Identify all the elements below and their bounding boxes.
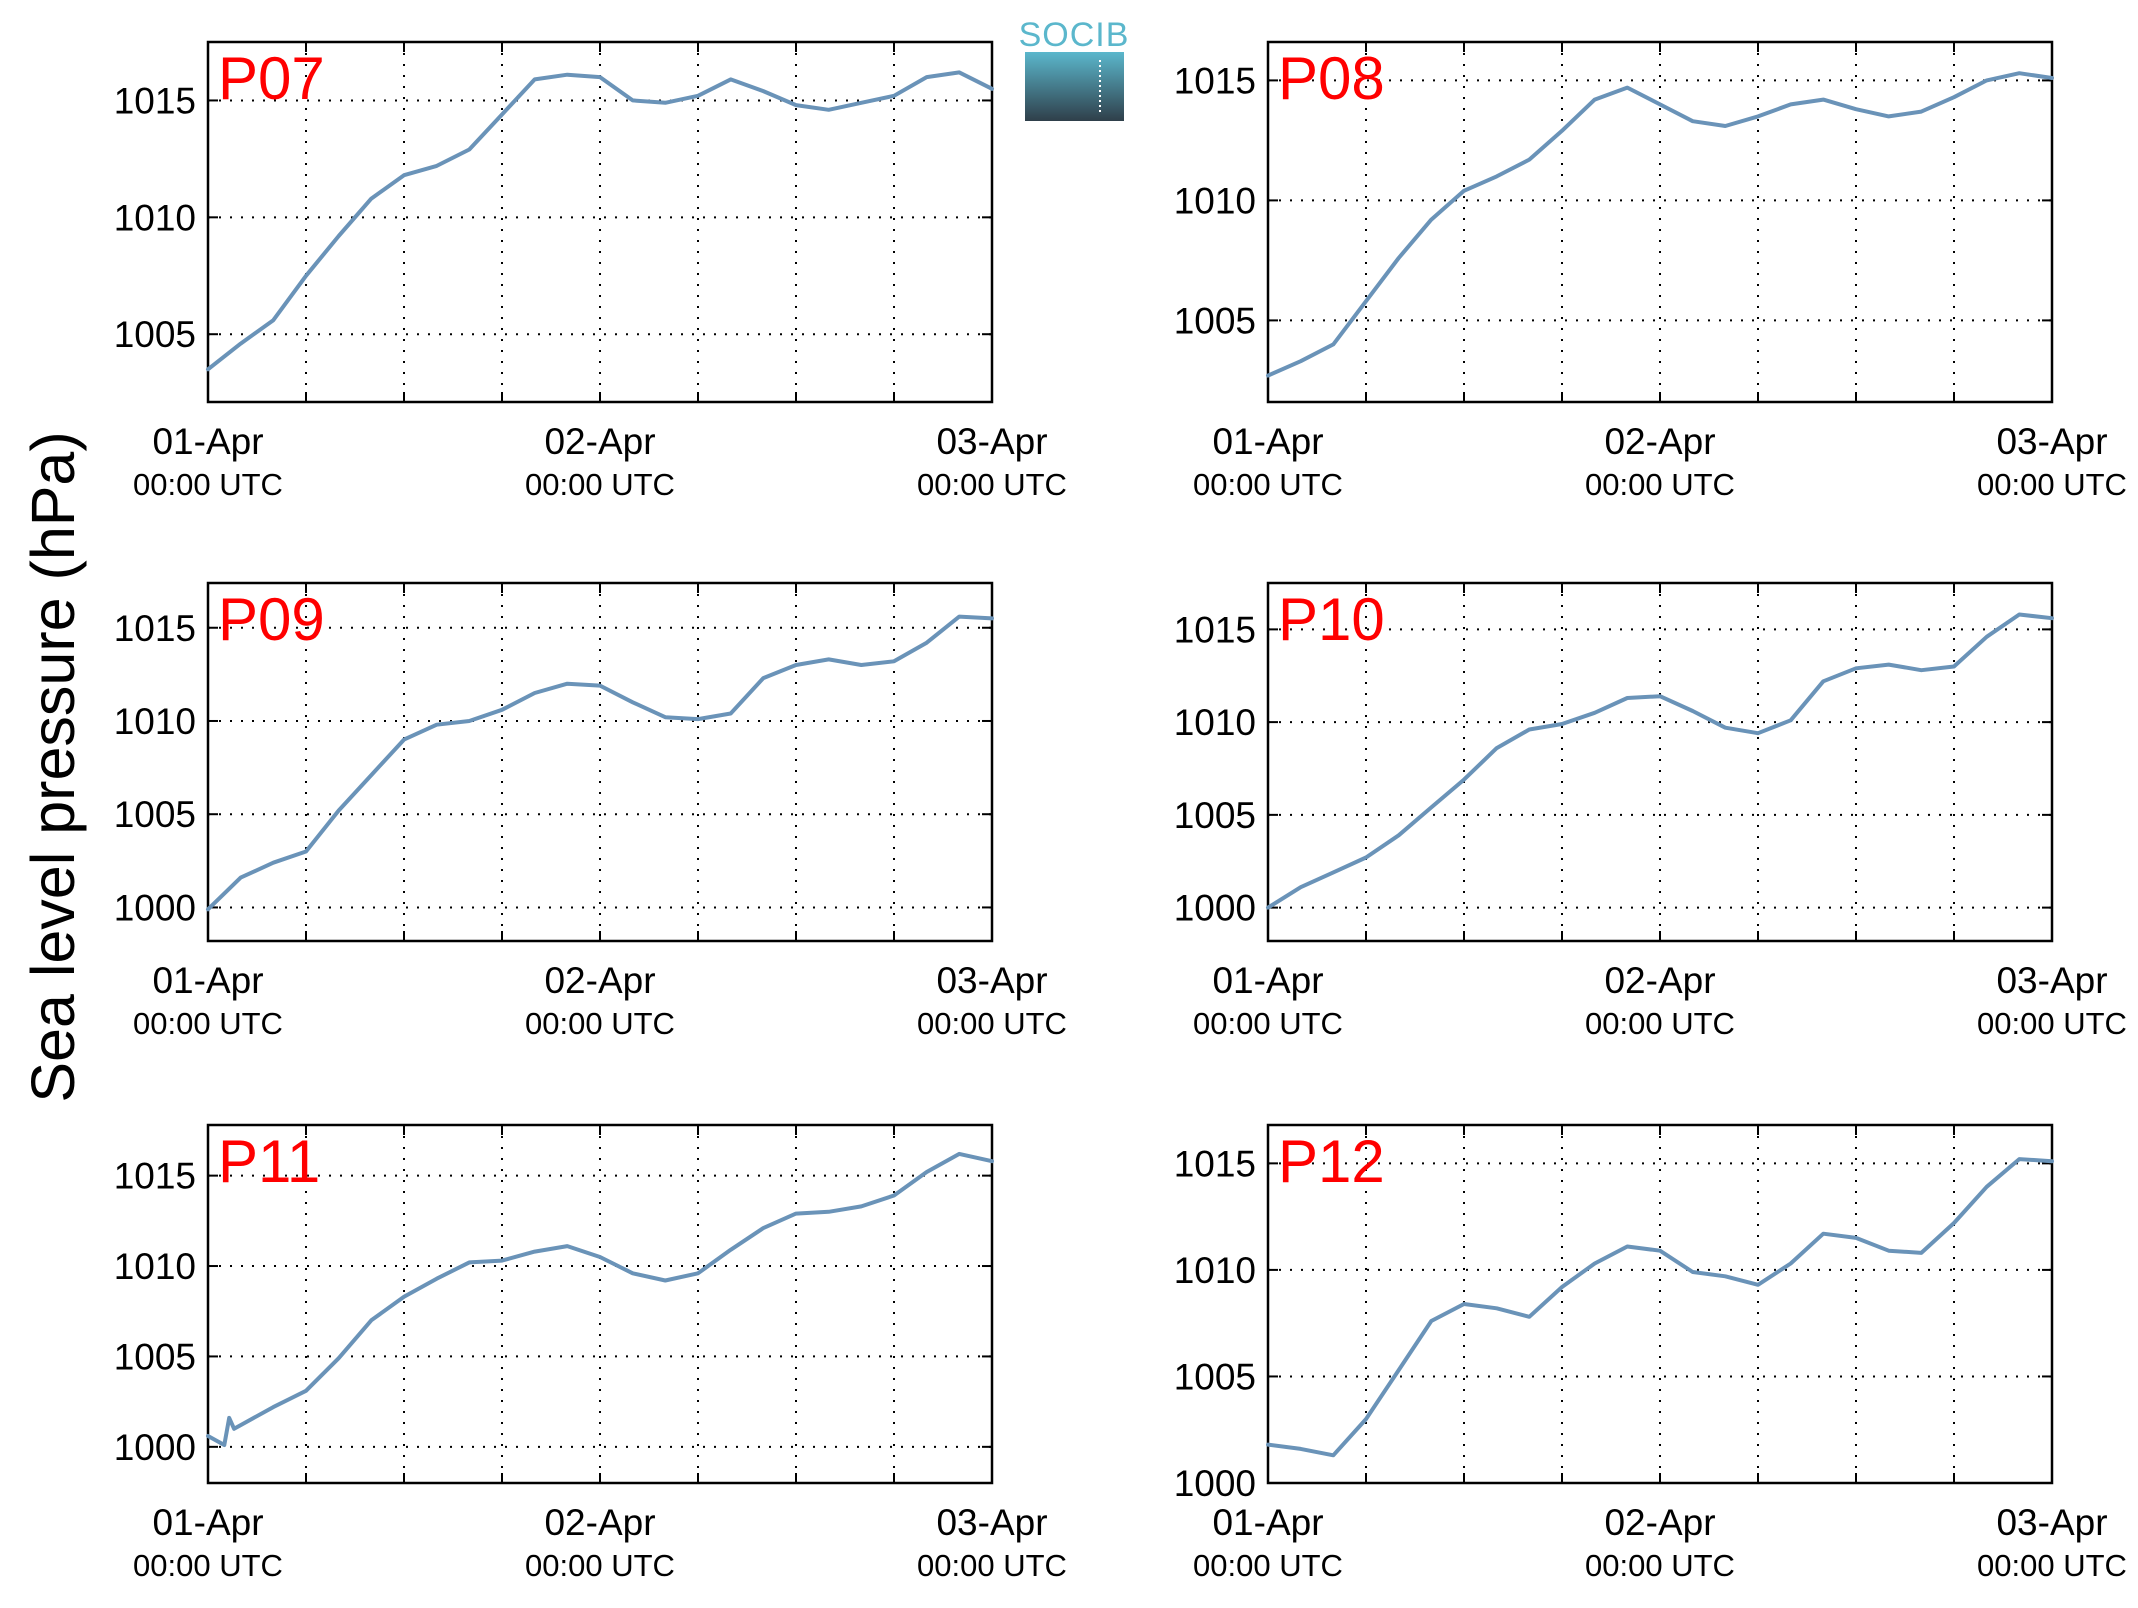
panel-title: P07	[218, 45, 325, 112]
x-tick-sublabel: 00:00 UTC	[1193, 1006, 1343, 1041]
panel-p11: 1000 1005 1010 1015 01-Apr 00:00 UTC 02-Apr 00:…	[114, 1123, 1067, 1583]
panels: 1005 1010 1015 01-Apr 00:00 UTC 02-Apr 00:00 U…	[114, 40, 2127, 1583]
series-line	[206, 70, 994, 372]
x-tick-sublabel: 00:00 UTC	[525, 1006, 675, 1041]
x-tick-label: 03-Apr	[1996, 1502, 2107, 1543]
panel-title: P12	[1278, 1128, 1385, 1195]
x-tick-label: 01-Apr	[152, 960, 263, 1001]
y-tick-label: 1000	[114, 887, 196, 928]
series-line	[206, 1151, 994, 1447]
panel-title: P09	[218, 586, 325, 653]
x-tick-sublabel: 00:00 UTC	[525, 1548, 675, 1583]
panel-p08: 1005 1010 1015 01-Apr 00:00 UTC 02-Apr 00:00 U…	[1174, 40, 2127, 502]
plot-frame	[1266, 1123, 2054, 1485]
panel-title: P08	[1278, 45, 1385, 112]
y-tick-label: 1000	[114, 1427, 196, 1468]
x-tick-sublabel: 00:00 UTC	[917, 1548, 1067, 1583]
y-tick-label: 1005	[1174, 1356, 1256, 1397]
x-tick-sublabel: 00:00 UTC	[133, 1548, 283, 1583]
panel-p10: 1000 1005 1010 1015 01-Apr 00:00 UTC 02-Apr 00:…	[1174, 581, 2127, 1041]
socib-logo: SOCIB	[1019, 16, 1130, 121]
x-tick-sublabel: 00:00 UTC	[133, 1006, 283, 1041]
x-tick-sublabel: 00:00 UTC	[1977, 467, 2127, 502]
plot-frame	[206, 1123, 994, 1485]
y-tick-label: 1015	[1174, 609, 1256, 650]
series-line	[206, 614, 994, 912]
x-tick-sublabel: 00:00 UTC	[1977, 1548, 2127, 1583]
logo-text: SOCIB	[1019, 16, 1130, 54]
plot-frame	[1266, 581, 2054, 943]
x-tick-label: 02-Apr	[1604, 960, 1715, 1001]
x-tick-label: 03-Apr	[936, 421, 1047, 462]
x-tick-label: 01-Apr	[152, 421, 263, 462]
y-tick-label: 1005	[114, 794, 196, 835]
x-tick-sublabel: 00:00 UTC	[917, 467, 1067, 502]
y-tick-label: 1015	[1174, 60, 1256, 101]
x-tick-sublabel: 00:00 UTC	[1585, 467, 1735, 502]
x-tick-label: 01-Apr	[1212, 1502, 1323, 1543]
series-line	[1266, 71, 2054, 378]
panel-p09: 1000 1005 1010 1015 01-Apr 00:00 UTC 02-Apr 00:…	[114, 581, 1067, 1041]
y-tick-label: 1000	[1174, 1463, 1256, 1504]
x-tick-sublabel: 00:00 UTC	[1585, 1006, 1735, 1041]
x-tick-sublabel: 00:00 UTC	[917, 1006, 1067, 1041]
plot-frame	[206, 581, 994, 943]
x-tick-sublabel: 00:00 UTC	[1585, 1548, 1735, 1583]
x-tick-label: 02-Apr	[544, 421, 655, 462]
y-tick-label: 1010	[114, 701, 196, 742]
logo-gradient-block	[1025, 52, 1124, 121]
series-line	[1266, 612, 2054, 910]
panel-title: P11	[218, 1128, 320, 1195]
y-tick-label: 1010	[1174, 180, 1256, 221]
y-tick-label: 1015	[114, 608, 196, 649]
x-tick-sublabel: 00:00 UTC	[1193, 467, 1343, 502]
x-tick-label: 02-Apr	[1604, 1502, 1715, 1543]
y-tick-label: 1015	[114, 80, 196, 121]
x-tick-label: 02-Apr	[544, 1502, 655, 1543]
y-tick-label: 1010	[114, 197, 196, 238]
x-tick-label: 03-Apr	[1996, 421, 2107, 462]
y-tick-label: 1005	[1174, 795, 1256, 836]
y-tick-label: 1010	[1174, 1250, 1256, 1291]
y-tick-label: 1005	[114, 314, 196, 355]
plot-frame	[206, 40, 994, 404]
y-tick-label: 1005	[1174, 300, 1256, 341]
y-tick-label: 1015	[114, 1156, 196, 1197]
x-tick-label: 01-Apr	[1212, 421, 1323, 462]
x-tick-label: 01-Apr	[152, 1502, 263, 1543]
x-tick-label: 02-Apr	[1604, 421, 1715, 462]
panel-title: P10	[1278, 586, 1385, 653]
x-tick-label: 03-Apr	[936, 960, 1047, 1001]
y-tick-label: 1010	[114, 1246, 196, 1287]
x-tick-sublabel: 00:00 UTC	[133, 467, 283, 502]
y-tick-label: 1000	[1174, 888, 1256, 929]
figure-ylabel: Sea level pressure (hPa)	[19, 431, 87, 1102]
panel-p12: 1000 1005 1010 1015 01-Apr 00:00 UTC 02-Apr 00:…	[1174, 1123, 2127, 1583]
x-tick-label: 03-Apr	[936, 1502, 1047, 1543]
y-tick-label: 1005	[114, 1336, 196, 1377]
series-line	[1266, 1157, 2054, 1458]
x-tick-sublabel: 00:00 UTC	[1193, 1548, 1343, 1583]
x-tick-sublabel: 00:00 UTC	[525, 467, 675, 502]
y-tick-label: 1010	[1174, 702, 1256, 743]
x-tick-label: 02-Apr	[544, 960, 655, 1001]
x-tick-label: 03-Apr	[1996, 960, 2107, 1001]
y-tick-label: 1015	[1174, 1143, 1256, 1184]
panel-p07: 1005 1010 1015 01-Apr 00:00 UTC 02-Apr 00:00 U…	[114, 40, 1067, 502]
x-tick-sublabel: 00:00 UTC	[1977, 1006, 2127, 1041]
x-tick-label: 01-Apr	[1212, 960, 1323, 1001]
plot-frame	[1266, 40, 2054, 404]
